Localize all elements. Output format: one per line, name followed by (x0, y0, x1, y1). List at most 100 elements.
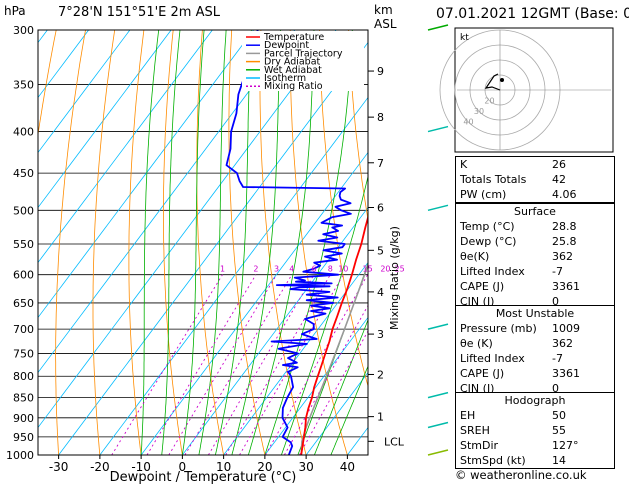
plot-frame (37, 29, 369, 456)
wind-barb (427, 24, 449, 31)
pressure-tick-label: 950 (13, 431, 34, 444)
surface-value: 25.8 (552, 235, 577, 248)
dry-adiabat (259, 30, 307, 455)
hodograph-ring-label: 40 (463, 118, 473, 127)
isotherm-line (38, 30, 213, 264)
dry-adiabat (289, 30, 348, 455)
temp-tick-label: -30 (49, 460, 69, 474)
hodograph-param-value: 127° (552, 439, 579, 452)
y-unit-label: hPa (4, 4, 26, 18)
surface-label: Lifted Index (460, 265, 525, 278)
pressure-tick-label: 850 (13, 392, 34, 405)
mixing-ratio-line (168, 274, 277, 455)
surface-label: θe(K) (460, 250, 490, 263)
lcl-label: LCL (384, 435, 405, 448)
most-unstable-label: Lifted Index (460, 352, 525, 365)
wet-adiabat (264, 30, 353, 455)
most-unstable-value: 3361 (552, 367, 580, 380)
dry-adiabat (55, 30, 86, 455)
temp-tick-label: 40 (340, 460, 355, 474)
isotherm-line (99, 96, 368, 455)
index-label: Totals Totals (460, 173, 527, 186)
parcel-trajectory (300, 262, 368, 455)
hodograph-ring-label: 30 (474, 107, 484, 116)
most-unstable-label: CIN (J) (460, 382, 495, 395)
isotherm-line (38, 30, 337, 429)
pressure-tick-label: 450 (13, 167, 34, 180)
temp-tick-label: 30 (298, 460, 313, 474)
pressure-tick-label: 650 (13, 297, 34, 310)
most-unstable-value: 362 (552, 337, 573, 350)
hodograph-param-label: EH (460, 409, 476, 422)
temperature-profile (300, 214, 368, 455)
dry-adiabat (348, 30, 368, 222)
most-unstable-label: CAPE (J) (460, 367, 505, 380)
surface-label: CAPE (J) (460, 280, 505, 293)
mixing-ratio-value: 25 (394, 265, 404, 274)
isotherm-line (182, 206, 368, 455)
index-row: Totals Totals 42 (456, 172, 614, 187)
index-row: K 26 (456, 157, 614, 172)
km-tick-label: 3 (377, 328, 384, 341)
pressure-tick-label: 300 (13, 24, 34, 37)
isotherm-line (264, 316, 368, 455)
mixing-ratio-value: 6 (311, 265, 316, 274)
wet-adiabat (198, 30, 227, 455)
mixing-ratio-value: 15 (363, 265, 373, 274)
dry-adiabat (319, 30, 368, 388)
hodograph-param-row: SREH 55 (456, 423, 614, 438)
hodograph-param-row: StmDir 127° (456, 438, 614, 453)
mixing-ratio-value: 10 (338, 265, 348, 274)
surface-value: 0 (552, 295, 559, 308)
mixing-ratio-value: 2 (253, 265, 258, 274)
index-label: PW (cm) (460, 188, 507, 201)
wind-barb (427, 204, 449, 212)
most-unstable-value: -7 (552, 352, 563, 365)
surface-title: Surface (514, 205, 556, 218)
storm-motion-marker (500, 78, 504, 82)
legend-box (242, 31, 364, 91)
mixing-ratio-value: 1 (220, 265, 225, 274)
hodograph-table-title: Hodograph (504, 394, 566, 407)
wind-barb (427, 449, 449, 456)
dry-adiabat (228, 30, 266, 455)
km-tick-label: 2 (377, 368, 384, 381)
index-value: 26 (552, 158, 566, 171)
most-unstable-title: Most Unstable (495, 307, 575, 320)
mixing-ratio-line (299, 330, 368, 455)
hodograph-param-label: StmDir (460, 439, 499, 452)
wet-adiabat (248, 30, 315, 455)
hodograph-trace (484, 73, 501, 91)
pressure-tick-label: 600 (13, 269, 34, 282)
wet-adiabat (182, 30, 205, 455)
surface-value: 28.8 (552, 220, 577, 233)
legend-label: Parcel Trajectory (264, 48, 343, 59)
isotherm-line (38, 30, 172, 209)
legend-label: Mixing Ratio (264, 81, 323, 92)
mixing-ratio-line (265, 274, 368, 455)
temp-tick-label: -10 (131, 460, 151, 474)
surface-value: -7 (552, 265, 563, 278)
index-row: PW (cm) 4.06 (456, 187, 614, 202)
mixing-ratio-value: 8 (328, 265, 333, 274)
pressure-tick-label: 550 (13, 238, 34, 251)
isotherm-line (58, 41, 368, 455)
hodograph-ring-label: 20 (484, 97, 494, 106)
hodograph-param-label: StmSpd (kt) (460, 454, 526, 467)
km-tick-label: 5 (377, 244, 384, 257)
most-unstable-label: Pressure (mb) (460, 322, 537, 335)
wet-adiabat (330, 365, 368, 455)
km-tick-label: 4 (377, 286, 384, 299)
mixing-ratio-axis-label: Mixing Ratio (g/kg) (388, 226, 401, 330)
x-axis-title: Dewpoint / Temperature (°C) (110, 470, 297, 485)
km-tick-label: 9 (377, 65, 384, 78)
pressure-tick-label: 1000 (6, 449, 34, 462)
temp-tick-label: -20 (90, 460, 110, 474)
mixing-ratio-line (284, 304, 368, 455)
hodograph-param-label: SREH (460, 424, 490, 437)
surface-label: Temp (°C) (460, 220, 515, 233)
index-label: K (460, 158, 468, 171)
km-label: km (374, 3, 393, 17)
hodograph-param-value: 50 (552, 409, 566, 422)
